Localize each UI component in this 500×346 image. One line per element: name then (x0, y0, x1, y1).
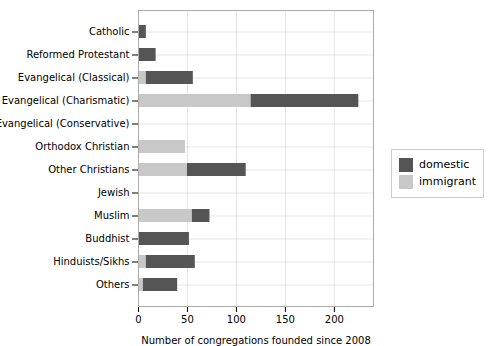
svg-text:Buddhist: Buddhist (85, 233, 129, 244)
svg-text:Muslim: Muslim (94, 210, 129, 221)
html-text:domestic: domestic (419, 158, 470, 171)
svg-text:150: 150 (276, 314, 295, 325)
svg-text:Reformed Protestant: Reformed Protestant (26, 49, 129, 60)
svg-text:Evangelical (Charismatic): Evangelical (Charismatic) (2, 95, 130, 106)
svg-text:Catholic: Catholic (89, 26, 130, 37)
svg-text:200: 200 (325, 314, 344, 325)
svg-text:Hinduists/Sikhs: Hinduists/Sikhs (53, 256, 129, 267)
svg-text:Other Christians: Other Christians (48, 164, 129, 175)
svg-text:0: 0 (135, 314, 141, 325)
svg-text:Orthodox Christian: Orthodox Christian (35, 141, 129, 152)
svg-text:Number of congregations founde: Number of congregations founded since 20… (141, 335, 370, 346)
html-text:immigrant: immigrant (419, 175, 477, 188)
svg-text:Others: Others (96, 279, 130, 290)
svg-text:100: 100 (227, 314, 246, 325)
svg-text:Jewish: Jewish (97, 187, 130, 198)
svg-text:50: 50 (181, 314, 194, 325)
svg-text:Evangelical (Conservative): Evangelical (Conservative) (0, 118, 130, 129)
svg-text:Evangelical (Classical): Evangelical (Classical) (18, 72, 130, 83)
